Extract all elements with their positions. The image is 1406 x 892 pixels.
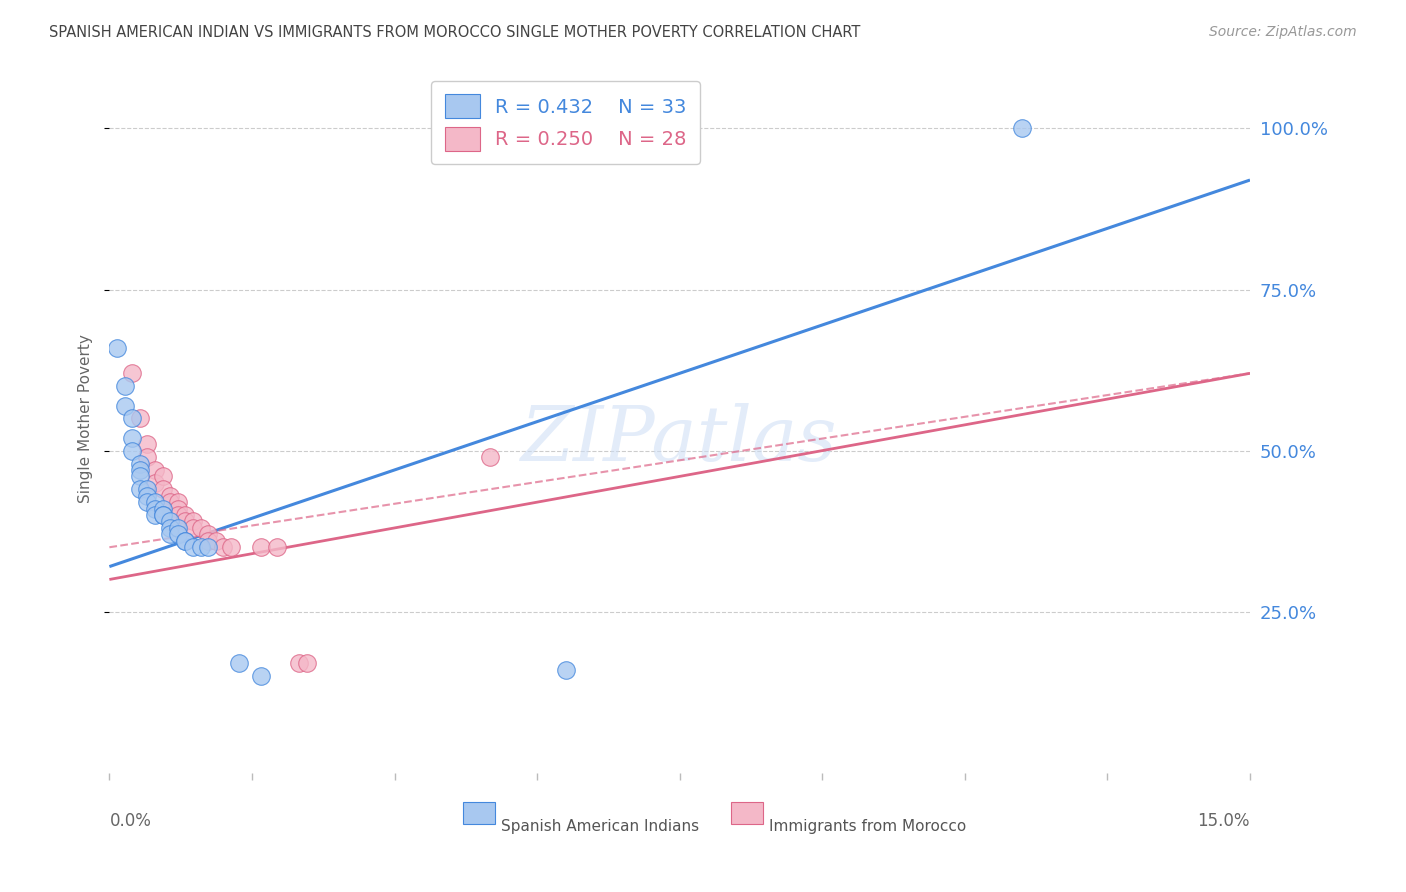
Point bbox=[212, 541, 235, 555]
Point bbox=[128, 411, 150, 425]
Point bbox=[174, 508, 197, 522]
Point bbox=[166, 501, 188, 516]
Point bbox=[266, 541, 288, 555]
Point bbox=[159, 489, 181, 503]
Point bbox=[143, 495, 166, 509]
Point bbox=[128, 457, 150, 471]
Text: 15.0%: 15.0% bbox=[1198, 812, 1250, 830]
Point bbox=[181, 521, 204, 535]
Point bbox=[205, 533, 228, 548]
Point bbox=[1011, 121, 1033, 136]
Point bbox=[554, 663, 576, 677]
Point bbox=[136, 450, 159, 464]
FancyBboxPatch shape bbox=[463, 802, 495, 824]
Point bbox=[228, 657, 250, 671]
Point bbox=[295, 657, 318, 671]
Point bbox=[250, 669, 273, 683]
Y-axis label: Single Mother Poverty: Single Mother Poverty bbox=[79, 334, 93, 503]
Point bbox=[128, 469, 150, 483]
Point bbox=[152, 508, 174, 522]
Point bbox=[166, 495, 188, 509]
Point bbox=[143, 501, 166, 516]
Point bbox=[114, 379, 136, 393]
Point bbox=[159, 515, 181, 529]
Point bbox=[105, 341, 128, 355]
Text: ZIPatlas: ZIPatlas bbox=[522, 402, 838, 476]
Point bbox=[152, 508, 174, 522]
Point bbox=[121, 411, 143, 425]
Text: Immigrants from Morocco: Immigrants from Morocco bbox=[769, 819, 966, 834]
Point bbox=[174, 533, 197, 548]
Point bbox=[288, 657, 311, 671]
Point bbox=[136, 495, 159, 509]
Point bbox=[143, 463, 166, 477]
Point bbox=[159, 521, 181, 535]
Point bbox=[197, 527, 219, 541]
Point bbox=[128, 483, 150, 497]
Point bbox=[174, 515, 197, 529]
Point bbox=[181, 541, 204, 555]
Point bbox=[121, 431, 143, 445]
Text: 0.0%: 0.0% bbox=[110, 812, 152, 830]
Point bbox=[219, 541, 242, 555]
Point bbox=[136, 489, 159, 503]
Point bbox=[152, 483, 174, 497]
Point bbox=[166, 521, 188, 535]
Point bbox=[143, 508, 166, 522]
Point bbox=[152, 501, 174, 516]
Point bbox=[159, 495, 181, 509]
Point bbox=[114, 399, 136, 413]
Point bbox=[166, 527, 188, 541]
Point bbox=[143, 475, 166, 490]
Text: Source: ZipAtlas.com: Source: ZipAtlas.com bbox=[1209, 25, 1357, 39]
FancyBboxPatch shape bbox=[731, 802, 763, 824]
Legend: R = 0.432    N = 33, R = 0.250    N = 28: R = 0.432 N = 33, R = 0.250 N = 28 bbox=[432, 81, 700, 164]
Point bbox=[121, 367, 143, 381]
Point bbox=[159, 527, 181, 541]
Point bbox=[136, 437, 159, 451]
Point bbox=[121, 443, 143, 458]
Point bbox=[128, 463, 150, 477]
Point bbox=[166, 508, 188, 522]
Point bbox=[197, 541, 219, 555]
Point bbox=[197, 533, 219, 548]
Text: Spanish American Indians: Spanish American Indians bbox=[501, 819, 699, 834]
Point bbox=[190, 541, 212, 555]
Point bbox=[181, 515, 204, 529]
Point bbox=[174, 533, 197, 548]
Point bbox=[190, 521, 212, 535]
Point bbox=[478, 450, 501, 464]
Point bbox=[152, 469, 174, 483]
Point bbox=[250, 541, 273, 555]
Point bbox=[136, 483, 159, 497]
Text: SPANISH AMERICAN INDIAN VS IMMIGRANTS FROM MOROCCO SINGLE MOTHER POVERTY CORRELA: SPANISH AMERICAN INDIAN VS IMMIGRANTS FR… bbox=[49, 25, 860, 40]
